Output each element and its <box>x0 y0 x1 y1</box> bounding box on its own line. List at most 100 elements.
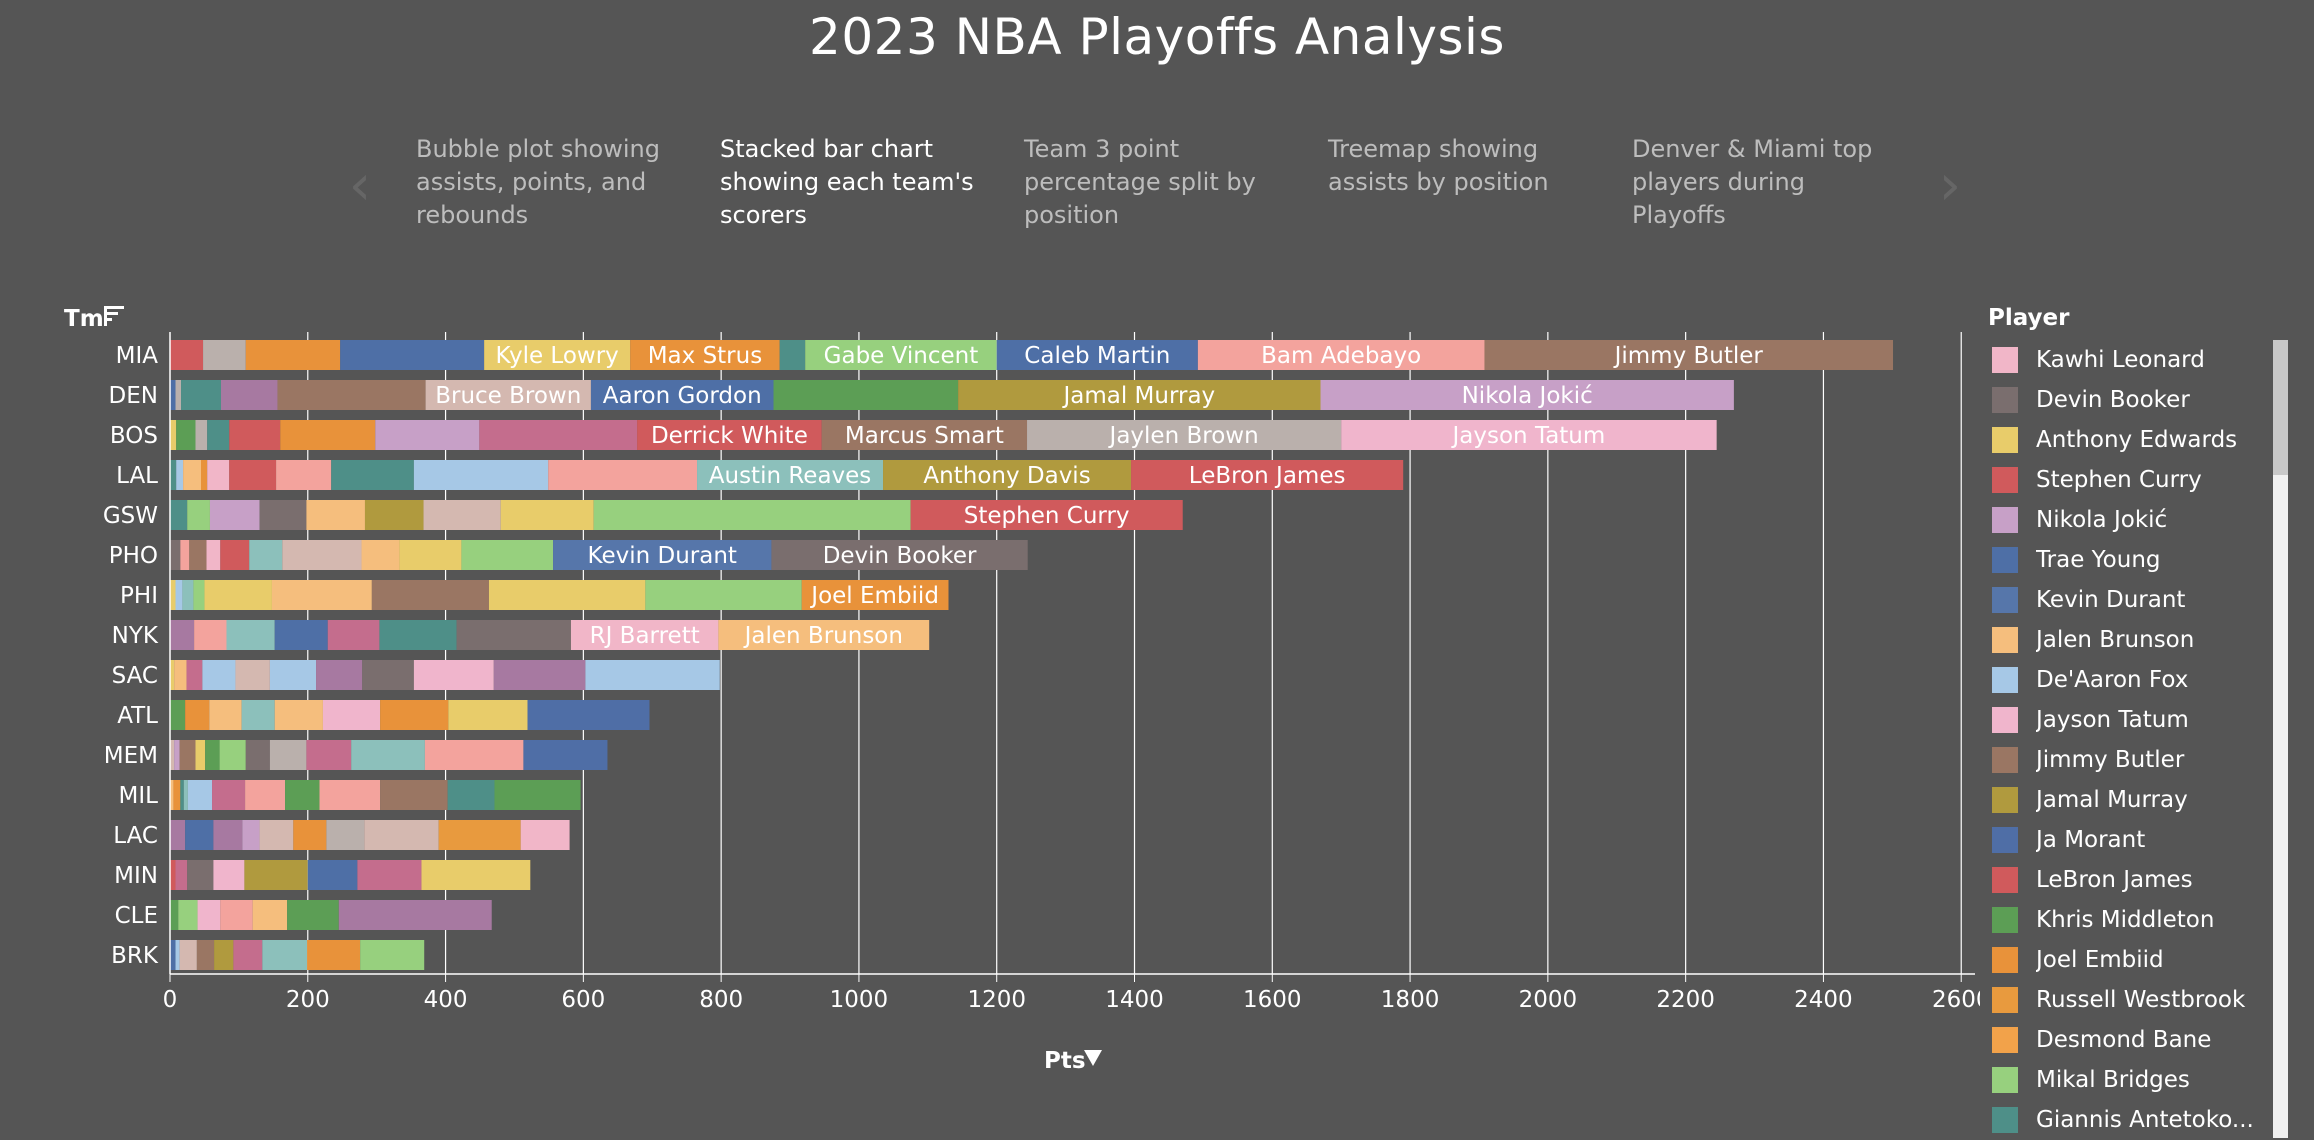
bar-segment[interactable] <box>245 780 286 810</box>
x-axis-title[interactable]: Pts <box>1044 1048 1086 1074</box>
bar-segment[interactable] <box>202 660 236 690</box>
legend-item[interactable]: Devin Booker <box>1992 380 2262 420</box>
bar-segment[interactable] <box>170 820 186 850</box>
bar-segment[interactable] <box>174 740 180 770</box>
legend-item[interactable]: Jalen Brunson <box>1992 620 2262 660</box>
bar-segment[interactable] <box>697 460 884 490</box>
bar-segment[interactable] <box>175 580 183 610</box>
bar-segment[interactable] <box>779 340 806 370</box>
bar-segment[interactable] <box>229 460 277 490</box>
bar-segment[interactable] <box>277 380 426 410</box>
bar-segment[interactable] <box>360 940 425 970</box>
legend-item[interactable]: Stephen Curry <box>1992 460 2262 500</box>
legend-item[interactable]: Russell Westbrook <box>1992 980 2262 1020</box>
legend-item[interactable]: De'Aaron Fox <box>1992 660 2262 700</box>
bar-segment[interactable] <box>259 500 307 530</box>
bar-segment[interactable] <box>173 780 181 810</box>
bar-segment[interactable] <box>183 460 202 490</box>
story-point-stacked-bar[interactable]: Stacked bar chart showing each team's sc… <box>720 135 974 229</box>
bar-segment[interactable] <box>187 860 214 890</box>
story-point-treemap[interactable]: Treemap showing assists by position <box>1328 135 1549 196</box>
bar-segment[interactable] <box>364 820 439 850</box>
bar-segment[interactable] <box>958 380 1321 410</box>
bar-segment[interactable] <box>252 900 288 930</box>
legend-item[interactable]: Giannis Antetoko... <box>1992 1100 2262 1140</box>
sort-descending-icon[interactable] <box>1084 1050 1102 1066</box>
bar-segment[interactable] <box>375 420 480 450</box>
bar-segment[interactable] <box>195 420 208 450</box>
bar-segment[interactable] <box>413 460 549 490</box>
bar-segment[interactable] <box>170 660 175 690</box>
bar-segment[interactable] <box>179 940 197 970</box>
bar-segment[interactable] <box>287 900 339 930</box>
bar-segment[interactable] <box>197 900 221 930</box>
bar-segment[interactable] <box>364 500 424 530</box>
bar-segment[interactable] <box>771 540 1028 570</box>
bar-segment[interactable] <box>805 340 997 370</box>
bar-segment[interactable] <box>523 740 608 770</box>
bar-segment[interactable] <box>193 580 205 610</box>
bar-segment[interactable] <box>187 500 210 530</box>
bar-segment[interactable] <box>214 940 234 970</box>
bar-segment[interactable] <box>307 860 358 890</box>
bar-segment[interactable] <box>520 820 570 850</box>
legend-item[interactable]: Jayson Tatum <box>1992 700 2262 740</box>
bar-segment[interactable] <box>259 820 294 850</box>
bar-segment[interactable] <box>593 500 911 530</box>
bar-segment[interactable] <box>448 700 528 730</box>
bar-segment[interactable] <box>205 740 220 770</box>
bar-segment[interactable] <box>180 780 184 810</box>
bar-segment[interactable] <box>1027 420 1342 450</box>
legend-item[interactable]: Ja Morant <box>1992 820 2262 860</box>
bar-segment[interactable] <box>170 940 176 970</box>
bar-segment[interactable] <box>170 380 176 410</box>
bar-segment[interactable] <box>170 900 179 930</box>
bar-segment[interactable] <box>282 540 362 570</box>
story-point-bubble-plot[interactable]: Bubble plot showing assists, points, and… <box>416 135 660 229</box>
bar-segment[interactable] <box>212 780 246 810</box>
legend-item[interactable]: LeBron James <box>1992 860 2262 900</box>
bar-segment[interactable] <box>423 500 501 530</box>
sort-icon[interactable] <box>104 306 124 326</box>
bar-segment[interactable] <box>413 660 494 690</box>
bar-segment[interactable] <box>285 780 320 810</box>
bar-segment[interactable] <box>319 780 381 810</box>
bar-segment[interactable] <box>630 340 780 370</box>
bar-segment[interactable] <box>271 580 372 610</box>
chevron-right-icon[interactable]: › <box>1938 152 1962 218</box>
legend-item[interactable]: Nikola Jokić <box>1992 500 2262 540</box>
bar-segment[interactable] <box>170 500 188 530</box>
bar-segment[interactable] <box>213 860 245 890</box>
bar-segment[interactable] <box>590 380 774 410</box>
bar-segment[interactable] <box>351 740 425 770</box>
bar-segment[interactable] <box>399 540 462 570</box>
bar-segment[interactable] <box>244 860 308 890</box>
bar-segment[interactable] <box>170 420 177 450</box>
bar-segment[interactable] <box>170 460 177 490</box>
bar-segment[interactable] <box>207 460 230 490</box>
bar-segment[interactable] <box>326 820 365 850</box>
bar-segment[interactable] <box>229 420 281 450</box>
bar-segment[interactable] <box>1484 340 1894 370</box>
bar-segment[interactable] <box>175 940 180 970</box>
bar-segment[interactable] <box>362 660 414 690</box>
bar-segment[interactable] <box>178 900 198 930</box>
bar-segment[interactable] <box>170 860 176 890</box>
bar-segment[interactable] <box>322 700 381 730</box>
legend-item[interactable]: Joel Embiid <box>1992 940 2262 980</box>
bar-segment[interactable] <box>1320 380 1734 410</box>
bar-segment[interactable] <box>170 540 181 570</box>
bar-segment[interactable] <box>327 620 380 650</box>
bar-segment[interactable] <box>207 420 230 450</box>
bar-segment[interactable] <box>185 820 214 850</box>
bar-segment[interactable] <box>194 620 227 650</box>
bar-segment[interactable] <box>493 660 586 690</box>
bar-segment[interactable] <box>220 900 253 930</box>
bar-segment[interactable] <box>338 900 492 930</box>
bar-segment[interactable] <box>331 460 414 490</box>
bar-segment[interactable] <box>1197 340 1485 370</box>
bar-segment[interactable] <box>209 500 260 530</box>
bar-segment[interactable] <box>170 580 176 610</box>
legend-item[interactable]: Kevin Durant <box>1992 580 2262 620</box>
bar-segment[interactable] <box>185 700 210 730</box>
